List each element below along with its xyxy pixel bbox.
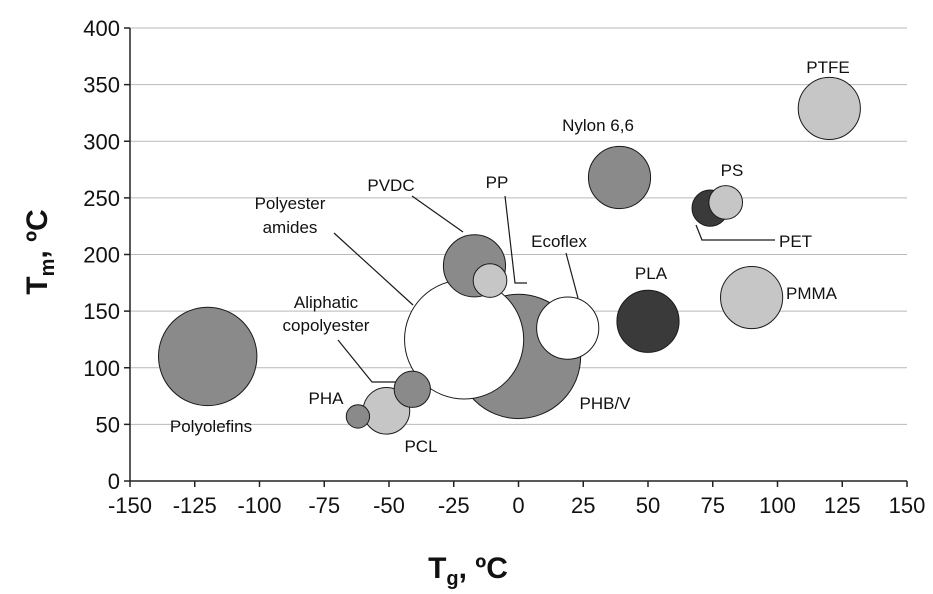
- leader-lines: [333, 195, 775, 383]
- y-tick-label: 250: [83, 186, 120, 211]
- x-tick-label: 75: [701, 493, 725, 518]
- label-phb-v: PHB/V: [579, 394, 631, 413]
- x-axis-title-unit: , ºC: [459, 552, 508, 585]
- y-tick-label: 50: [96, 412, 120, 437]
- x-tick-label: 0: [512, 493, 524, 518]
- y-axis-title: Tm, ºC: [21, 209, 59, 294]
- label-aliphatic-copolyester: Aliphatic copolyester: [283, 293, 370, 335]
- x-tick-label: -75: [308, 493, 340, 518]
- x-tick-label: -25: [438, 493, 470, 518]
- x-axis-title: Tg, ºC: [428, 552, 508, 590]
- bubble-nylon-6-6: [587, 145, 652, 210]
- y-axis-title-main: T: [21, 276, 54, 294]
- y-tick-label: 100: [83, 356, 120, 381]
- leader-pp: [504, 195, 527, 284]
- x-tick-label: 25: [571, 493, 595, 518]
- x-axis-title-main: T: [428, 552, 446, 585]
- label-pp: PP: [486, 173, 509, 192]
- bubble-pmma: [720, 265, 784, 330]
- x-tick-label: -100: [237, 493, 281, 518]
- y-tick-label: 350: [83, 73, 120, 98]
- y-tick-label: 150: [83, 299, 120, 324]
- bubble-polyolefins: [157, 306, 258, 407]
- y-tick-label: 0: [108, 469, 120, 494]
- x-tick-label: 125: [824, 493, 861, 518]
- label-pcl: PCL: [404, 437, 437, 456]
- label-nylon-6-6: Nylon 6,6: [562, 116, 634, 135]
- x-tick-label: 50: [636, 493, 660, 518]
- x-axis-title-sub: g: [446, 568, 458, 590]
- axes: [124, 27, 908, 487]
- label-pla: PLA: [635, 264, 668, 283]
- leader-pvdc: [411, 195, 464, 233]
- bubble-pla: [616, 289, 680, 353]
- x-tick-label: 150: [889, 493, 926, 518]
- label-pha: PHA: [309, 389, 345, 408]
- y-tick-label: 300: [83, 129, 120, 154]
- leader-polyester-amides: [333, 232, 414, 306]
- x-tick-label: -50: [373, 493, 405, 518]
- point-labels: Polyolefins PHA PCL Aliphatic copolyester Pol…: [170, 58, 850, 456]
- x-tick-label: -150: [108, 493, 152, 518]
- y-tick-label: 400: [83, 16, 120, 41]
- x-tick-label: 100: [759, 493, 796, 518]
- label-ps: PS: [721, 161, 744, 180]
- bubble-aliphatic-copolyester: [393, 370, 431, 408]
- label-ecoflex: Ecoflex: [531, 232, 587, 251]
- y-axis-title-sub: m: [37, 259, 59, 277]
- y-axis-title-unit: , ºC: [21, 209, 54, 258]
- label-ptfe: PTFE: [806, 58, 849, 77]
- leader-pet: [695, 224, 775, 241]
- bubble-ecoflex: [536, 296, 600, 360]
- bubble-ptfe: [797, 76, 861, 140]
- label-pmma: PMMA: [786, 284, 838, 303]
- label-pet: PET: [779, 232, 812, 251]
- bubble-ps: [708, 185, 744, 220]
- bubble-series: [157, 76, 861, 435]
- x-tick-label: -125: [173, 493, 217, 518]
- bubble-pha: [345, 404, 371, 429]
- bubble-pp: [472, 263, 508, 298]
- label-pvdc: PVDC: [367, 176, 414, 195]
- y-tick-label: 200: [83, 243, 120, 268]
- leader-ecoflex: [565, 252, 579, 299]
- label-polyolefins: Polyolefins: [170, 417, 252, 436]
- label-polyester-amides: Polyester amides: [255, 194, 326, 237]
- leader-aliphatic-copolyester: [337, 339, 396, 383]
